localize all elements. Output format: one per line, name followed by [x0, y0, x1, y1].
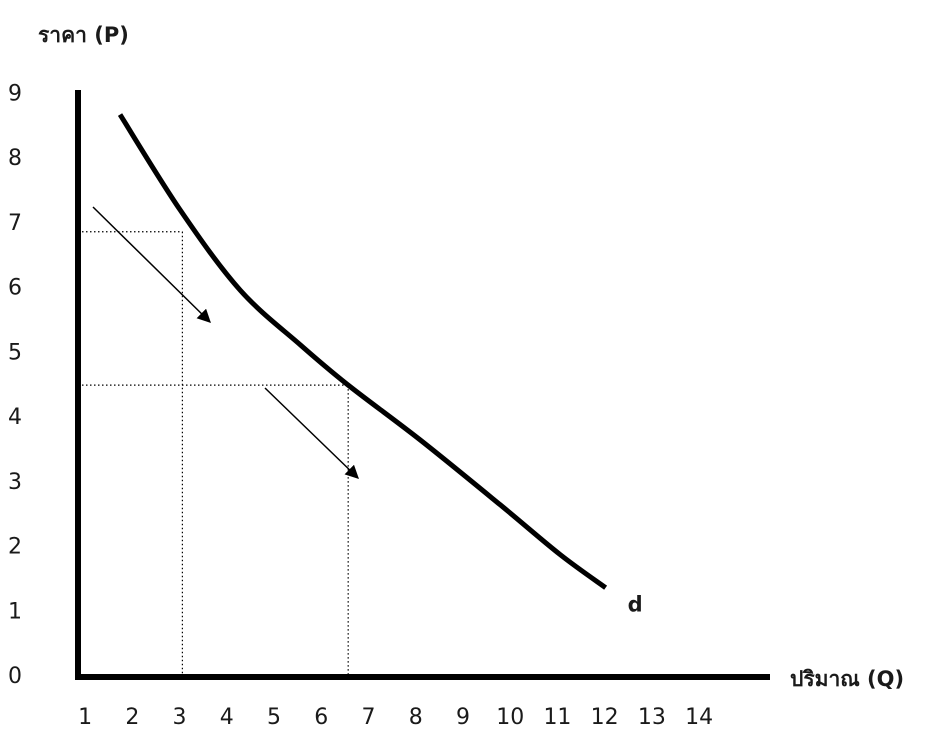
- y-tick-label: 2: [8, 535, 22, 560]
- x-tick-label: 3: [173, 705, 187, 730]
- y-tick-label: 3: [8, 470, 22, 495]
- x-tick-label: 13: [638, 705, 666, 730]
- x-tick-label: 7: [361, 705, 375, 730]
- x-axis-label: ปริมาณ (Q): [790, 667, 904, 691]
- x-tick-label: 6: [314, 705, 328, 730]
- y-tick-label: 7: [8, 211, 22, 236]
- chart: ราคา (P) ปริมาณ (Q) 01234567891234567891…: [0, 0, 948, 731]
- y-tick-label: 5: [8, 340, 22, 365]
- y-tick-label: 1: [8, 599, 22, 624]
- y-tick-label: 6: [8, 276, 22, 301]
- x-tick-label: 1: [78, 705, 92, 730]
- x-tick-label: 8: [409, 705, 423, 730]
- x-tick-label: 14: [685, 705, 713, 730]
- y-axis-label: ราคา (P): [38, 23, 129, 47]
- y-tick-label: 4: [8, 405, 22, 430]
- page: ราคา (P) ปริมาณ (Q) 01234567891234567891…: [0, 0, 948, 731]
- y-tick-label: 8: [8, 146, 22, 171]
- x-tick-label: 12: [591, 705, 619, 730]
- x-tick-label: 9: [456, 705, 470, 730]
- curve-label: d: [628, 593, 643, 617]
- arrow: [265, 388, 358, 478]
- x-tick-label: 5: [267, 705, 281, 730]
- x-tick-label: 10: [496, 705, 524, 730]
- demand-curve: [120, 115, 606, 588]
- x-tick-label: 4: [220, 705, 234, 730]
- x-tick-label: 11: [543, 705, 571, 730]
- x-tick-label: 2: [125, 705, 139, 730]
- y-tick-label: 9: [8, 82, 22, 107]
- y-tick-label: 0: [8, 664, 22, 689]
